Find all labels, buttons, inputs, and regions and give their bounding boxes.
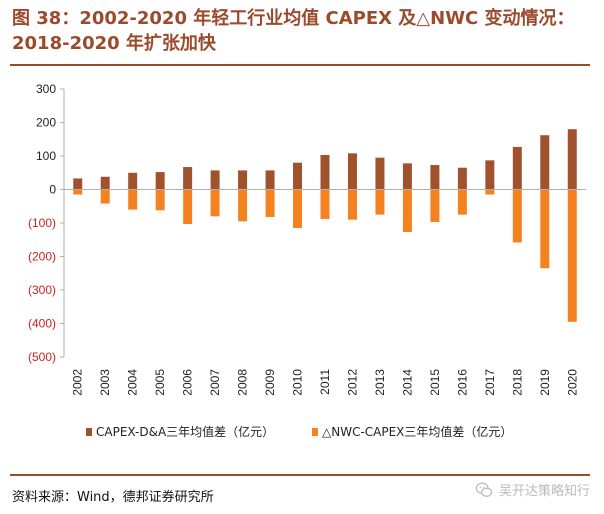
nwc-bar [265, 189, 275, 217]
source-note: 资料来源：Wind，德邦证券研究所 [12, 490, 214, 505]
x-tick-label: 2020 [565, 369, 579, 396]
x-tick-label: 2016 [455, 369, 469, 396]
x-tick-label: 2011 [318, 369, 332, 395]
nwc-bar [430, 189, 440, 222]
capex-bar [567, 129, 577, 190]
legend-label-nwc: △NWC-CAPEX三年均值差（亿元） [322, 424, 512, 439]
nwc-bar [375, 189, 385, 215]
capex-bar [238, 170, 248, 190]
capex-bar [512, 146, 522, 190]
capex-bar [540, 135, 550, 190]
x-tick-label: 2019 [538, 369, 552, 396]
title-divider [10, 64, 590, 66]
legend-label-capex: CAPEX-D&A三年均值差（亿元） [96, 424, 274, 439]
capex-bar [293, 162, 303, 190]
capex-bar [375, 157, 385, 190]
x-tick-label: 2004 [126, 369, 140, 396]
nwc-bar [347, 189, 357, 220]
nwc-bar [402, 189, 412, 233]
x-tick-label: 2002 [71, 369, 85, 396]
x-tick-label: 2007 [208, 369, 222, 396]
x-tick-label: 2018 [510, 369, 524, 396]
y-tick-label: 300 [36, 82, 56, 96]
nwc-bar [457, 189, 467, 215]
capex-bar [100, 176, 110, 190]
watermark-text: 吴开达策略知行 [498, 484, 590, 499]
nwc-bar [540, 189, 550, 269]
x-tick-label: 2013 [373, 369, 387, 396]
y-tick-label: (300) [28, 283, 56, 297]
chart-title: 图 38：2002-2020 年轻工行业均值 CAPEX 及△NWC 变动情况：… [12, 6, 597, 56]
y-tick-label: 0 [49, 183, 56, 197]
nwc-bar [73, 189, 83, 195]
capex-bar [402, 163, 412, 190]
y-tick-label: (100) [28, 216, 56, 230]
nwc-bar [183, 189, 193, 225]
watermark: 吴开达策略知行 [475, 480, 590, 499]
capex-bar [347, 153, 357, 190]
x-tick-label: 2009 [263, 369, 277, 396]
y-tick-label: 200 [36, 116, 56, 130]
x-tick-label: 2003 [98, 369, 112, 396]
nwc-bar [293, 189, 303, 229]
y-tick-label: (200) [28, 250, 56, 264]
capex-bar [128, 172, 138, 190]
bar-chart: 300 200 100 0 (100) (200) (300) (400) (500) 2002 2… [28, 82, 586, 439]
x-tick-label: 2008 [236, 369, 250, 396]
capex-bar [265, 170, 275, 190]
nwc-bar [238, 189, 248, 222]
x-tick-label: 2005 [153, 369, 167, 396]
x-tick-label: 2015 [428, 369, 442, 396]
nwc-bar [210, 189, 220, 217]
wechat-icon [475, 482, 493, 497]
x-tick-label: 2012 [345, 369, 359, 396]
nwc-bar [155, 189, 165, 211]
capex-bar [485, 160, 495, 190]
y-tick-label: (500) [28, 350, 56, 364]
nwc-bar [320, 189, 330, 219]
y-tick-label: (400) [28, 317, 56, 331]
nwc-bar [567, 189, 577, 322]
x-tick-label: 2006 [181, 369, 195, 396]
footer-divider [10, 474, 590, 476]
capex-bar [183, 167, 193, 190]
x-tick-label: 2017 [483, 369, 497, 396]
chart-title-line-1: 图 38：2002-2020 年轻工行业均值 CAPEX 及△NWC 变动情况： [12, 8, 575, 29]
nwc-bar [512, 189, 522, 243]
nwc-bar [100, 189, 110, 204]
x-tick-label: 2010 [291, 369, 305, 396]
capex-bar [155, 172, 165, 190]
x-tick-label: 2014 [400, 369, 414, 396]
capex-bar [73, 178, 83, 190]
capex-bar [457, 167, 467, 190]
capex-bar [210, 170, 220, 190]
chart-title-line-2: 2018-2020 年扩张加快 [12, 33, 216, 54]
nwc-bar [128, 189, 138, 210]
capex-bar [320, 154, 330, 190]
legend-swatch-nwc [312, 428, 318, 436]
capex-bar [430, 165, 440, 190]
nwc-bar [485, 189, 495, 195]
y-tick-label: 100 [36, 149, 56, 163]
legend-swatch-capex [86, 428, 92, 436]
